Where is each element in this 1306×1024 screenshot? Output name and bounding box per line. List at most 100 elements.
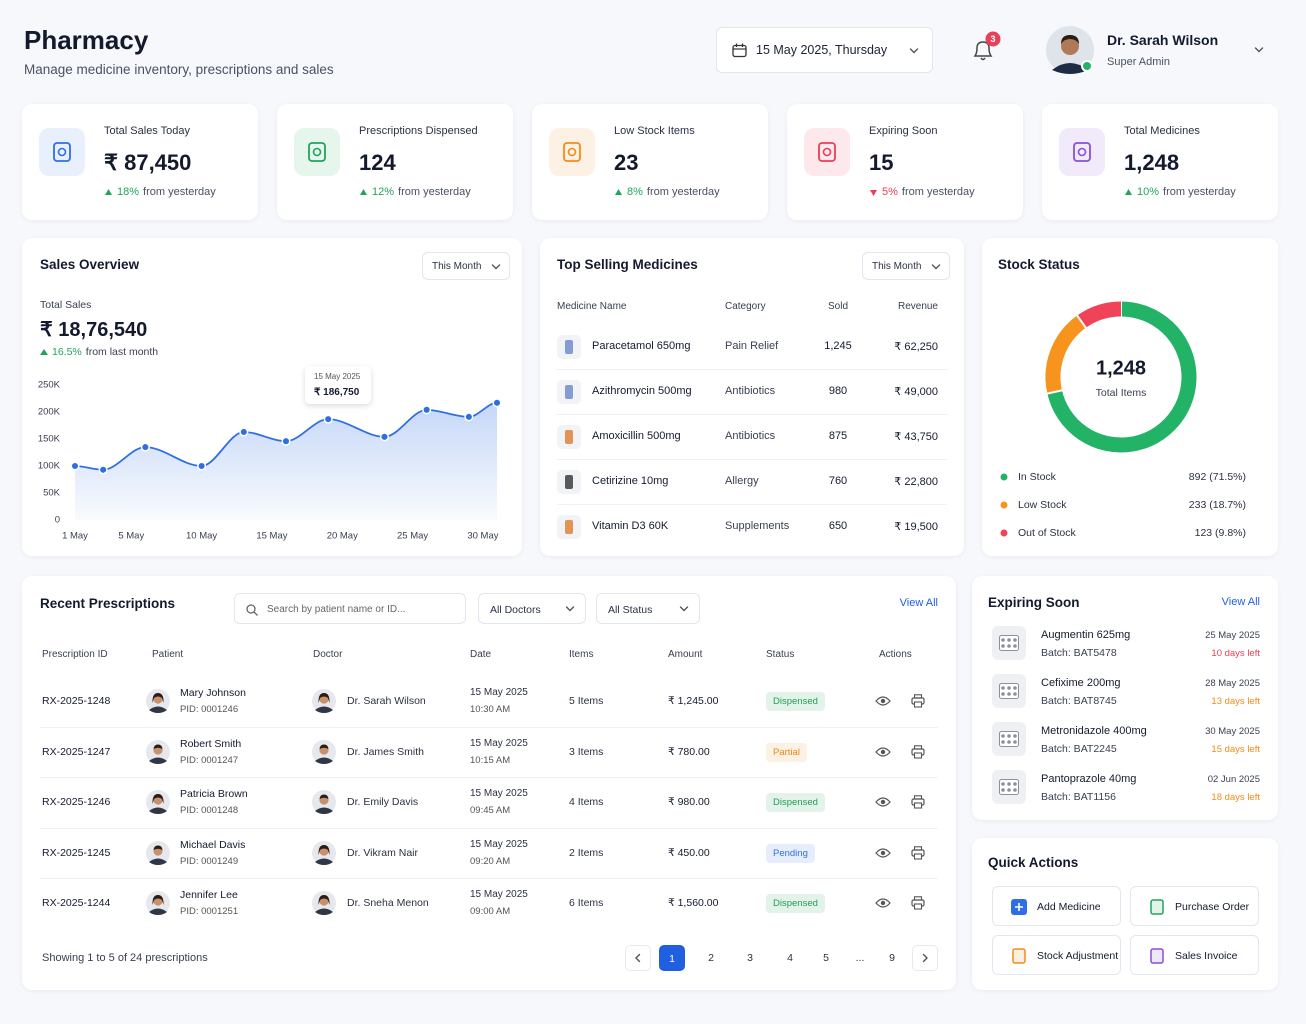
- stat-change-text: from yesterday: [901, 186, 975, 198]
- print-action[interactable]: [911, 744, 925, 759]
- stat-change-value: 10%: [1137, 186, 1160, 198]
- page-button[interactable]: 3: [737, 945, 763, 971]
- pill: [1013, 740, 1017, 744]
- view-action[interactable]: [875, 746, 891, 758]
- page-number: 3: [747, 952, 753, 964]
- item-count: 2 Items: [569, 846, 604, 859]
- eye-pupil: [880, 799, 886, 805]
- stat-change-text: from yesterday: [1163, 186, 1236, 198]
- quick-action-button[interactable]: Stock Adjustment: [992, 935, 1121, 975]
- medicine-revenue: ₹ 22,800: [894, 476, 938, 488]
- prev-page[interactable]: [625, 945, 651, 971]
- prescription-id: RX-2025-1248: [42, 695, 111, 707]
- period-filter[interactable]: This Month: [862, 252, 950, 280]
- stat-change: 10% from yesterday: [1124, 186, 1236, 198]
- pill: [1001, 788, 1005, 792]
- print-action[interactable]: [911, 845, 925, 860]
- medicine-pack: [999, 635, 1019, 651]
- y-tick-label: 250K: [38, 380, 61, 391]
- avatar-body: [315, 757, 333, 764]
- pill: [1013, 734, 1017, 738]
- medicine-name: Augmentin 625mg: [1041, 629, 1131, 641]
- stat-label: Total Sales Today: [104, 125, 191, 137]
- view-action[interactable]: [875, 847, 891, 859]
- doctor-name: Dr. Emily Davis: [347, 796, 419, 808]
- medicine-revenue: ₹ 62,250: [894, 341, 938, 353]
- next-chevron: [922, 953, 928, 963]
- search-glass: [246, 604, 256, 614]
- medicine-sold: 1,245: [824, 340, 852, 352]
- avatar-body: [149, 858, 167, 865]
- medicine-name: Azithromycin 500mg: [592, 385, 692, 397]
- pack-shape: [999, 635, 1019, 651]
- page-button[interactable]: 4: [777, 945, 803, 971]
- status-filter[interactable]: All Status: [596, 593, 700, 624]
- page-button[interactable]: 5: [813, 945, 839, 971]
- trend-arrow-shape: [615, 188, 622, 195]
- page-button[interactable]: ...: [847, 945, 873, 971]
- avatar-hair: [1061, 35, 1079, 44]
- prescription-time: 09:20 AM: [470, 855, 511, 867]
- avatar-hair: [318, 844, 330, 855]
- date-chevron: [909, 48, 919, 54]
- view-action[interactable]: [875, 695, 891, 707]
- segment-gap: [1045, 388, 1064, 395]
- page-button[interactable]: 9: [879, 945, 905, 971]
- page-subtitle: Manage medicine inventory, prescriptions…: [24, 62, 334, 77]
- view-action[interactable]: [875, 897, 891, 909]
- stat-icon: [1059, 128, 1105, 176]
- pack-shape: [999, 683, 1019, 699]
- quick-action-button[interactable]: Add Medicine: [992, 886, 1121, 926]
- page-button[interactable]: 1: [659, 945, 685, 971]
- view-all-link[interactable]: View All: [1221, 596, 1260, 608]
- status-badge: Pending: [766, 843, 815, 863]
- print-action[interactable]: [911, 896, 925, 910]
- column-header: Items: [569, 649, 594, 660]
- pill: [1013, 638, 1017, 642]
- medicine-icon: [557, 425, 581, 449]
- user-role: Super Admin: [1107, 56, 1170, 68]
- online-dot: [1081, 60, 1093, 72]
- view-action[interactable]: [875, 796, 891, 808]
- patient-name: Jennifer Lee: [180, 889, 238, 901]
- column-header: Amount: [668, 649, 703, 660]
- stat-label: Low Stock Items: [614, 125, 695, 137]
- icon-shape: [563, 142, 581, 162]
- quick-action-button[interactable]: Sales Invoice: [1130, 935, 1259, 975]
- page-button[interactable]: 2: [698, 945, 724, 971]
- printer-out: [913, 852, 923, 860]
- period-filter[interactable]: This Month: [422, 252, 510, 280]
- date-picker[interactable]: 15 May 2025, Thursday: [716, 27, 933, 73]
- search-box[interactable]: Search by patient name or ID...: [234, 593, 466, 624]
- icon-shape: [567, 147, 577, 157]
- data-point: [422, 405, 432, 415]
- stat-label: Total Medicines: [1124, 125, 1200, 137]
- y-tick-label: 100K: [38, 461, 61, 472]
- trend-arrow: [1125, 188, 1132, 195]
- medicine-icon: [557, 470, 581, 494]
- medicine-sold: 760: [828, 475, 848, 487]
- next-page[interactable]: [912, 945, 938, 971]
- medicine-pack: [999, 779, 1019, 795]
- print-action[interactable]: [911, 694, 925, 708]
- filter-text: All Status: [608, 604, 653, 616]
- legend-label: In Stock: [1018, 471, 1057, 483]
- trend-arrow-shape: [40, 349, 48, 355]
- icon-shape: [818, 142, 836, 162]
- medicine-category: Pain Relief: [725, 340, 779, 352]
- donut-segment: [1077, 301, 1122, 328]
- row-divider: [557, 369, 947, 370]
- row-divider: [40, 827, 938, 829]
- print-action[interactable]: [911, 795, 925, 809]
- data-point: [140, 442, 150, 452]
- doctor-filter[interactable]: All Doctors: [478, 593, 586, 624]
- prescription-time: 10:30 AM: [470, 704, 511, 715]
- avatar-hair: [152, 693, 164, 703]
- medicine-name: Paracetamol 650mg: [592, 340, 691, 352]
- quick-action-button[interactable]: Purchase Order: [1130, 886, 1259, 926]
- action-icon: [1150, 899, 1164, 915]
- status-badge: Partial: [766, 742, 807, 762]
- view-all-link[interactable]: View All: [899, 597, 938, 609]
- icon-shape: [308, 142, 326, 162]
